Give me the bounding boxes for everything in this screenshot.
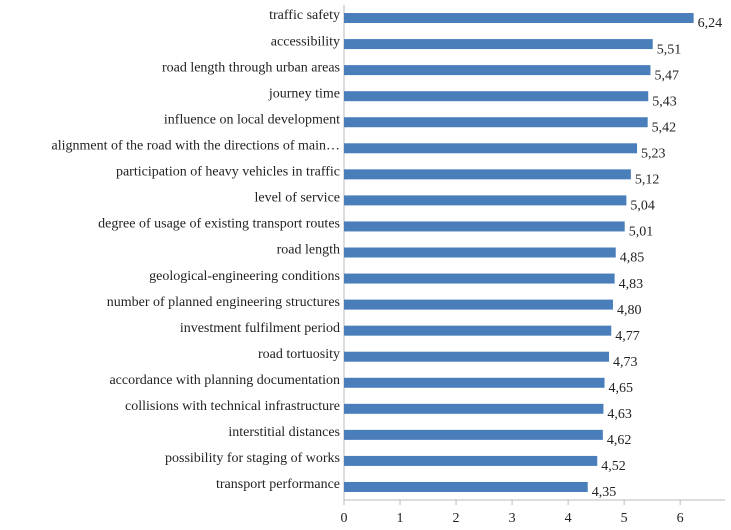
y-tick-label: traffic safety (269, 8, 340, 23)
bar (344, 429, 603, 440)
bar (344, 65, 651, 76)
value-label: 4,83 (619, 277, 644, 292)
bar (344, 143, 638, 154)
y-tick-label: interstitial distances (228, 425, 340, 440)
y-tick-label: investment fulfilment period (180, 321, 340, 336)
value-label: 6,24 (698, 16, 723, 31)
bar (344, 273, 615, 284)
bar (344, 221, 625, 232)
value-label: 4,73 (613, 355, 638, 370)
y-tick-label: number of planned engineering structures (107, 295, 340, 310)
y-tick-label: geological-engineering conditions (149, 269, 340, 284)
bar (344, 13, 694, 24)
x-tick-label: 2 (453, 511, 460, 526)
x-tick-label: 1 (397, 511, 404, 526)
y-tick-label: possibility for staging of works (165, 451, 340, 466)
value-label: 5,47 (654, 68, 679, 83)
value-label: 4,63 (607, 407, 632, 422)
bar (344, 377, 605, 388)
value-label: 5,23 (641, 147, 666, 162)
x-tick-label: 6 (677, 511, 684, 526)
y-tick-label: degree of usage of existing transport ro… (98, 217, 340, 232)
value-label: 4,77 (615, 329, 640, 344)
y-tick-label: influence on local development (164, 112, 340, 127)
x-tick-label: 0 (341, 511, 348, 526)
value-label: 4,35 (592, 485, 617, 500)
bar (344, 39, 653, 50)
x-tick-label: 3 (509, 511, 516, 526)
y-tick-label: alignment of the road with the direction… (52, 139, 340, 154)
value-label: 5,12 (635, 173, 660, 188)
bar (344, 325, 612, 336)
bar (344, 169, 631, 180)
bar (344, 247, 616, 258)
bar (344, 91, 649, 102)
x-tick-label: 5 (621, 511, 628, 526)
value-label: 4,62 (607, 433, 632, 448)
y-tick-label: participation of heavy vehicles in traff… (116, 165, 340, 180)
value-label: 4,80 (617, 303, 642, 318)
y-tick-label: collisions with technical infrastructure (125, 399, 340, 414)
bar (344, 455, 598, 466)
value-label: 4,52 (601, 459, 626, 474)
bar (344, 403, 604, 414)
y-tick-label: transport performance (216, 477, 340, 492)
bar (344, 299, 613, 310)
bar (344, 351, 610, 362)
y-tick-label: road length (277, 243, 340, 258)
y-tick-label: accessibility (271, 34, 340, 49)
value-label: 5,04 (630, 199, 655, 214)
bar (344, 481, 588, 492)
value-label: 4,85 (620, 251, 645, 266)
value-label: 5,51 (657, 42, 682, 57)
x-tick-label: 4 (565, 511, 572, 526)
y-tick-label: road length through urban areas (162, 60, 340, 75)
y-tick-label: road tortuosity (258, 347, 340, 362)
bar (344, 117, 648, 128)
bar (344, 195, 627, 206)
value-label: 5,43 (652, 94, 677, 109)
value-label: 5,42 (652, 120, 677, 135)
y-tick-label: journey time (268, 86, 340, 101)
value-label: 5,01 (629, 225, 654, 240)
y-tick-label: level of service (254, 191, 340, 206)
value-label: 4,65 (609, 381, 634, 396)
y-tick-label: accordance with planning documentation (109, 373, 340, 388)
